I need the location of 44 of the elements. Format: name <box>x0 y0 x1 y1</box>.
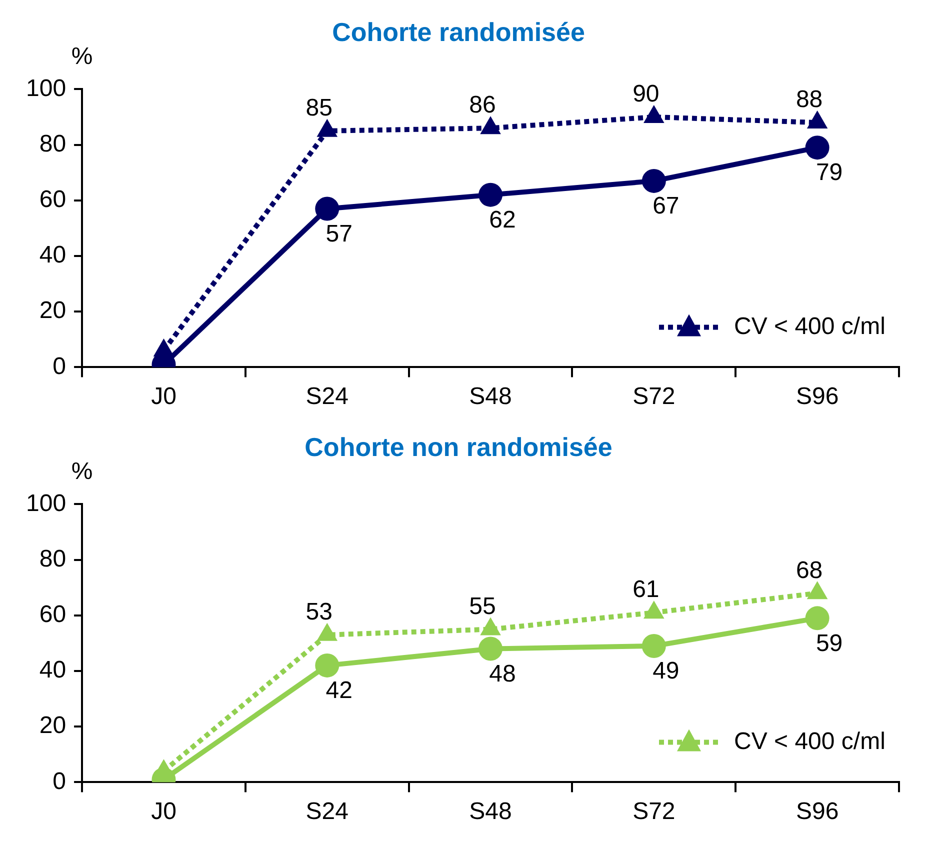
x-tick-label: S72 <box>632 798 676 826</box>
data-label: 85 <box>306 94 332 122</box>
data-label: 59 <box>816 630 843 657</box>
data-label: 42 <box>326 677 352 704</box>
data-label: 79 <box>816 159 843 186</box>
x-tick-label: S48 <box>469 798 512 826</box>
data-label: 90 <box>632 80 660 108</box>
x-tick-label: S96 <box>796 383 839 410</box>
y-tick-label: 100 <box>26 490 66 517</box>
y-tick-label: 20 <box>39 297 66 324</box>
data-label: 53 <box>306 598 332 626</box>
y-tick-label: 40 <box>39 242 66 269</box>
x-tick-label: J0 <box>151 383 176 410</box>
y-axis-title: % <box>71 458 93 485</box>
x-tick-label: J0 <box>151 798 176 826</box>
y-tick-label: 80 <box>39 130 66 158</box>
y-tick-label: 60 <box>39 601 66 628</box>
x-tick-label: S24 <box>306 798 348 826</box>
y-axis-title: % <box>71 42 93 70</box>
data-label: 49 <box>652 658 680 685</box>
data-label: 67 <box>652 192 680 220</box>
y-tick-label: 80 <box>39 545 66 572</box>
data-label: 57 <box>326 220 352 248</box>
x-tick-label: S24 <box>306 383 348 410</box>
x-tick-label: S48 <box>469 383 512 410</box>
chart-title: Cohorte non randomisée <box>304 432 612 462</box>
data-label: 86 <box>469 92 496 119</box>
data-label: 48 <box>489 660 516 688</box>
legend-label: CV < 400 c/ml <box>734 728 886 755</box>
data-label: 68 <box>796 556 823 584</box>
data-label: 88 <box>796 86 823 114</box>
legend-label: CV < 400 c/ml <box>734 312 886 340</box>
y-tick-label: 0 <box>52 352 66 380</box>
data-label: 55 <box>469 592 496 620</box>
x-tick-label: S72 <box>632 383 676 410</box>
y-tick-label: 40 <box>39 656 66 684</box>
y-tick-label: 20 <box>39 712 66 740</box>
data-label: 62 <box>489 206 516 234</box>
y-tick-label: 0 <box>52 768 66 795</box>
data-label: 61 <box>632 576 660 604</box>
y-tick-label: 60 <box>39 186 66 214</box>
x-tick-label: S96 <box>796 798 839 826</box>
chart-title: Cohorte randomisée <box>332 16 585 47</box>
y-tick-label: 100 <box>26 74 66 102</box>
